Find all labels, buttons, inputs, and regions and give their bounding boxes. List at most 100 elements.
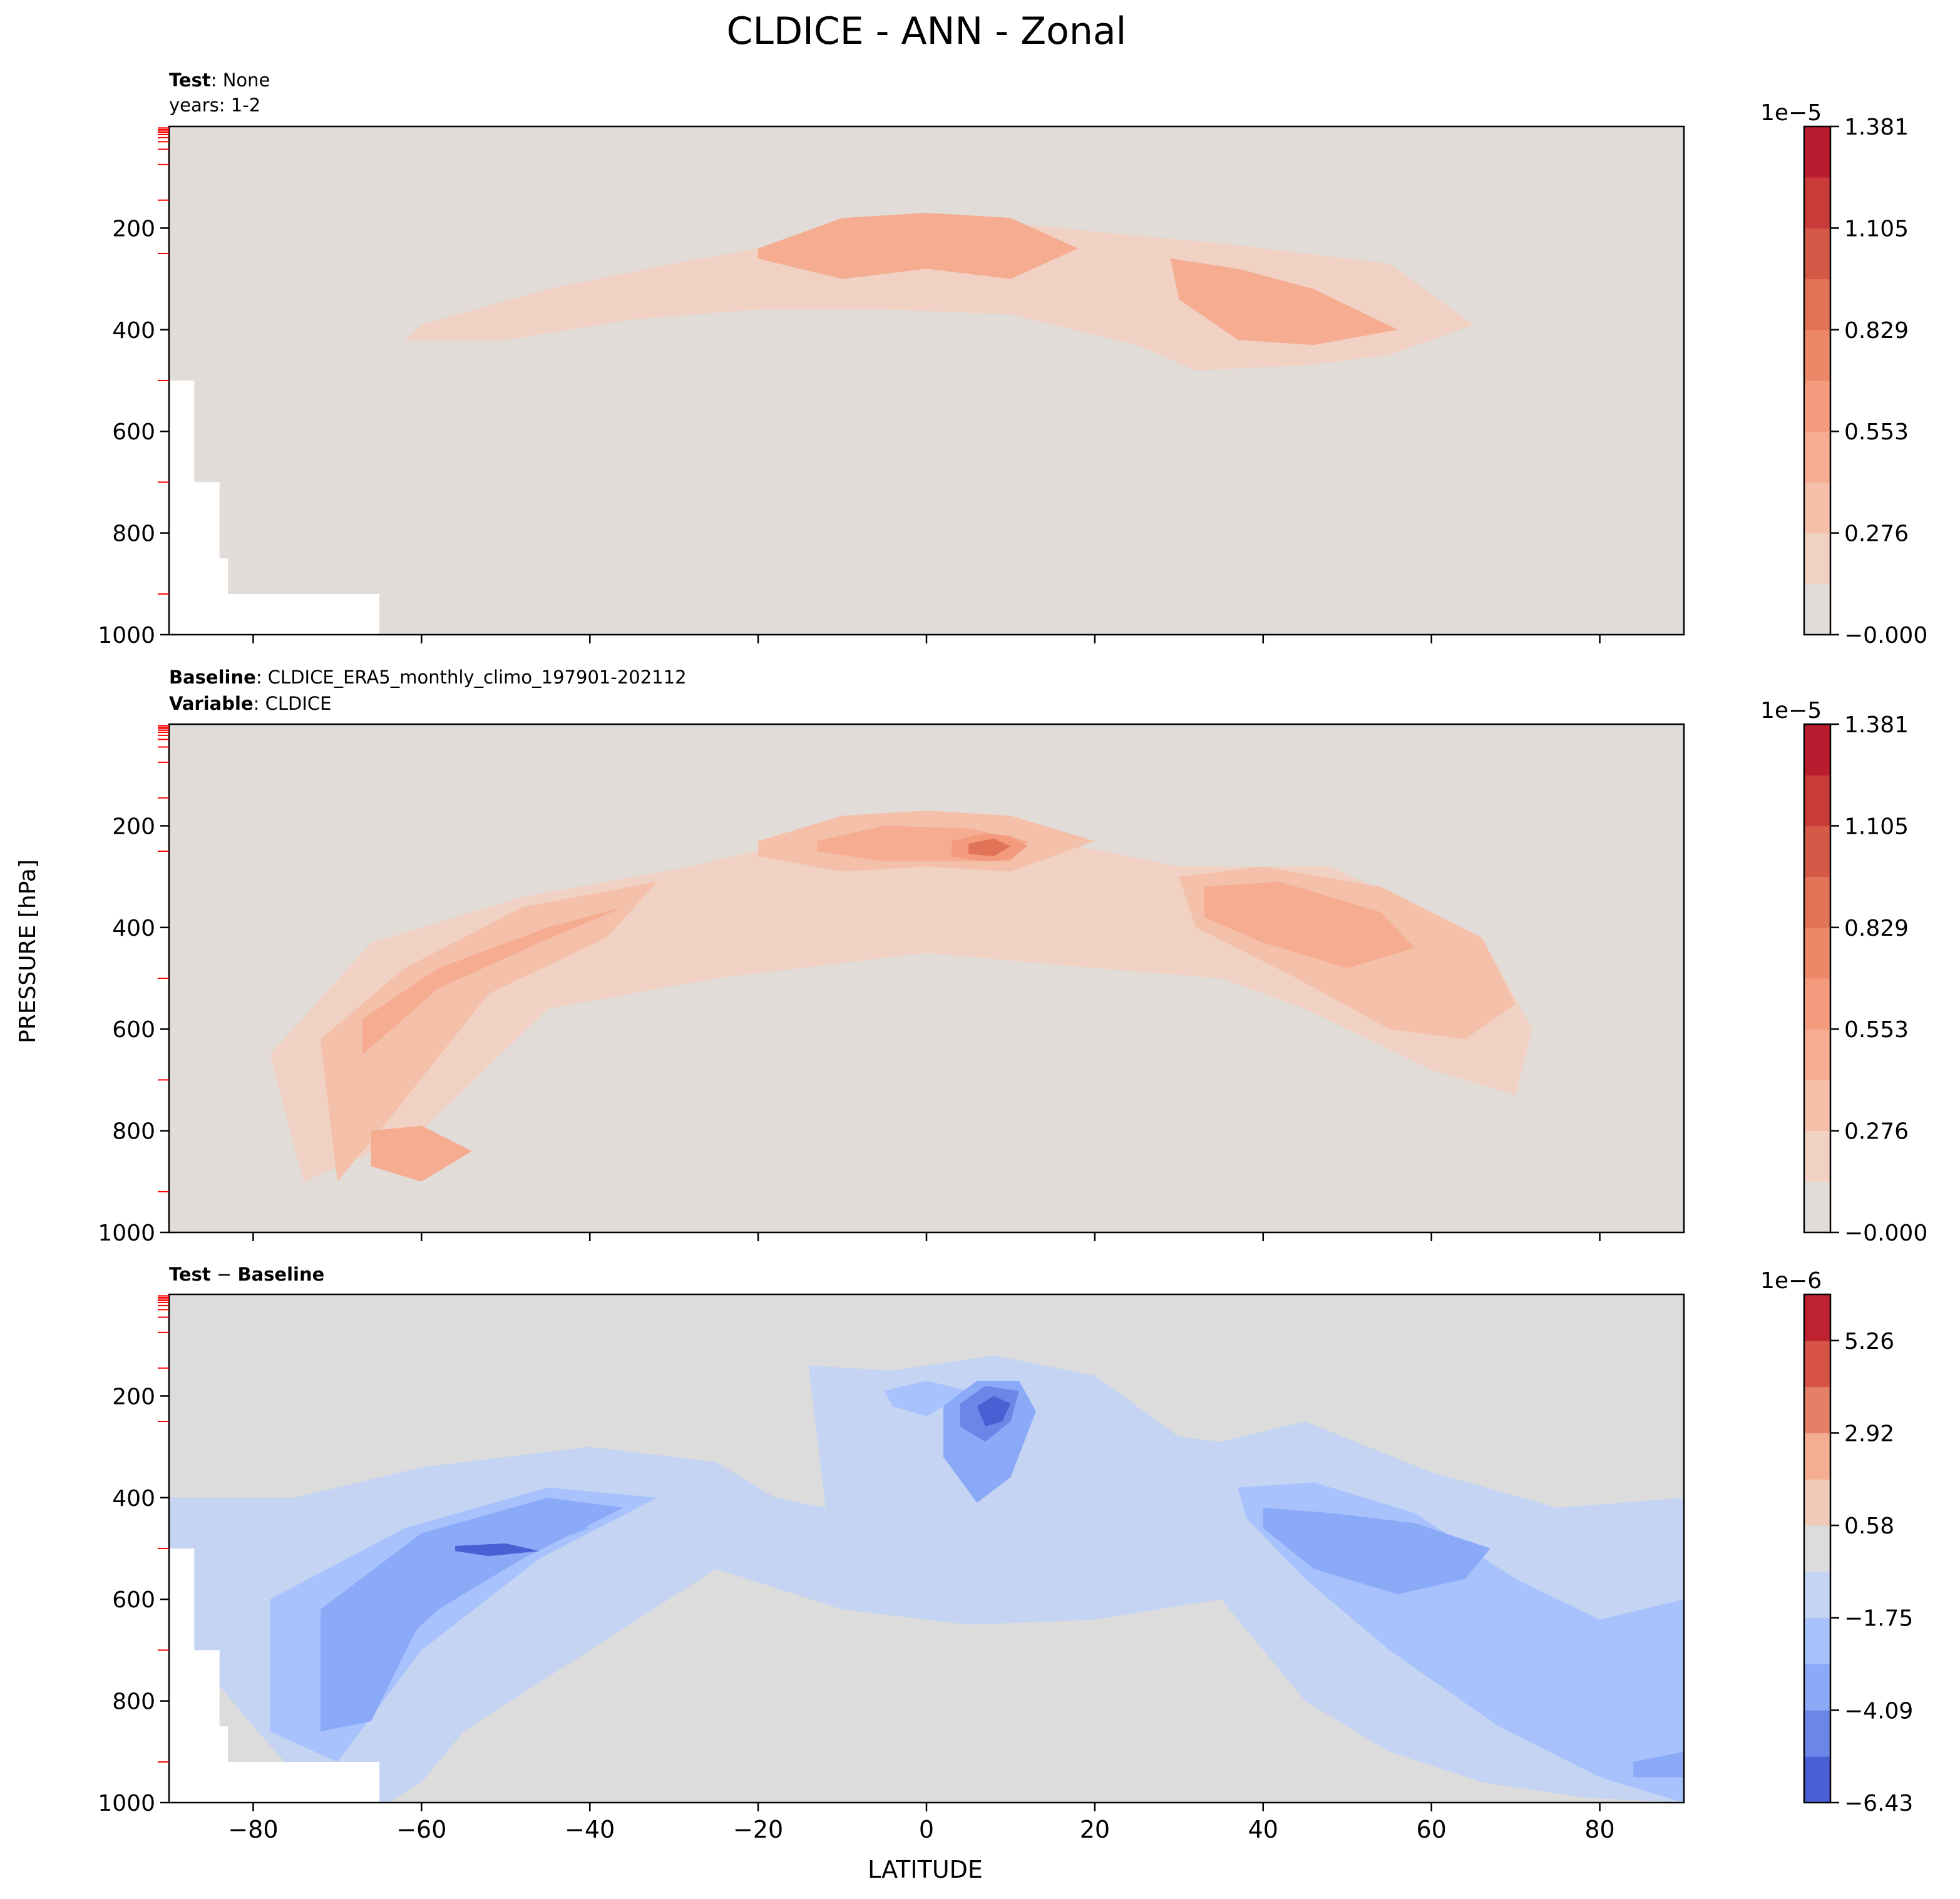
- x-tick-label: 80: [1584, 1816, 1614, 1843]
- y-tick-label: 1000: [98, 1791, 155, 1816]
- colorbar-swatch: [1804, 1756, 1830, 1803]
- colorbar-swatch: [1804, 1617, 1830, 1665]
- colorbar-swatch: [1804, 775, 1830, 826]
- y-axis-label: PRESSURE [hPa]: [15, 859, 41, 1043]
- colorbar-tick-label: 0.276: [1844, 1119, 1909, 1145]
- x-tick-label: −20: [733, 1816, 783, 1843]
- colorbar-swatch: [1804, 1433, 1830, 1480]
- contour-region: [977, 1396, 1011, 1427]
- colorbar-diff: 1e−6 5.26 2.92 0.58 −1.75 −4.09 −6.43: [1760, 1268, 1913, 1816]
- contour-region: [884, 1381, 969, 1416]
- contour-region: [169, 1355, 1684, 1803]
- y-tick-label: 600: [112, 1017, 155, 1043]
- colorbar-swatch: [1804, 329, 1830, 381]
- y-tick-label: 800: [112, 1119, 155, 1145]
- y-tick-label: 1000: [98, 1221, 155, 1246]
- colorbar-frame: [1803, 125, 1832, 636]
- y-tick-label: 200: [112, 814, 155, 839]
- panel-test-label-bold: Test: [169, 69, 211, 91]
- colorbar-tick-label: 1.381: [1844, 115, 1909, 140]
- y-tick-label: 400: [112, 318, 155, 344]
- colorbar-swatch: [1804, 1181, 1830, 1233]
- contour-region: [404, 223, 1474, 371]
- x-tick-label: 60: [1416, 1816, 1446, 1843]
- contour-region: [362, 1518, 590, 1691]
- colorbar-swatch: [1804, 876, 1830, 928]
- x-axis-label: LATITUDE: [868, 1856, 983, 1883]
- colorbar-swatch: [1804, 533, 1830, 585]
- colorbar-tick-label: 0.829: [1844, 318, 1909, 344]
- colorbar-swatch: [1804, 177, 1830, 228]
- x-tick-label: 40: [1248, 1816, 1278, 1843]
- colorbar-frame: [1803, 723, 1832, 1234]
- colorbar-swatch: [1804, 1710, 1830, 1757]
- colorbar-swatch: [1804, 1294, 1830, 1341]
- contour-region: [1204, 881, 1415, 968]
- colorbar-swatch: [1804, 1029, 1830, 1080]
- contour-region: [1263, 1508, 1491, 1595]
- colorbar-tick-label: 0.553: [1844, 1017, 1909, 1043]
- y-tick-label: 200: [112, 216, 155, 242]
- y-tick-label: 200: [112, 1384, 155, 1410]
- y-tick-label: 600: [112, 1587, 155, 1613]
- colorbar-tick-label: 0.276: [1844, 521, 1909, 547]
- colorbar-swatch: [1804, 126, 1830, 178]
- colorbar-swatch: [1804, 1479, 1830, 1526]
- y-tick-label: 400: [112, 916, 155, 941]
- plot-baseline: 200 400 600 800 1000: [98, 723, 1685, 1246]
- colorbar-baseline: 1e−5 1.381 1.105 0.829 0.553 0.276 −0.000: [1760, 698, 1927, 1246]
- colorbar-exponent: 1e−5: [1760, 100, 1822, 126]
- panel-baseline-line2-rest: : CLDICE: [254, 693, 332, 714]
- x-tick-label: 20: [1080, 1816, 1110, 1843]
- contour-region: [968, 838, 1011, 857]
- colorbar-tick-label: 0.58: [1844, 1513, 1894, 1539]
- y-tick-label: 800: [112, 1689, 155, 1715]
- y-tick-label: 600: [112, 419, 155, 445]
- masked-region: [169, 381, 380, 635]
- colorbar-swatch: [1804, 978, 1830, 1030]
- colorbar-swatch: [1804, 583, 1830, 635]
- colorbar-frame: [1803, 1293, 1832, 1804]
- colorbar-swatch: [1804, 1080, 1830, 1132]
- colorbar-swatch: [1804, 431, 1830, 483]
- contour-region: [455, 1543, 540, 1557]
- colorbar-swatch: [1804, 724, 1830, 775]
- panel-baseline-line2: Variable: CLDICE: [169, 693, 331, 714]
- colorbar-swatch: [1804, 381, 1830, 432]
- figure-title: CLDICE - ANN - Zonal: [727, 9, 1127, 53]
- colorbar-exponent: 1e−5: [1760, 698, 1822, 724]
- panel-baseline-line1: Baseline: CLDICE_ERA5_monthly_climo_1979…: [169, 667, 687, 688]
- masked-region: [169, 1548, 380, 1803]
- colorbar-exponent: 1e−6: [1760, 1268, 1822, 1294]
- x-tick-label: −80: [228, 1816, 278, 1843]
- x-tick-label: 0: [919, 1816, 934, 1843]
- colorbar-tick-label: −0.000: [1844, 1221, 1927, 1246]
- colorbar-swatch: [1804, 279, 1830, 330]
- colorbar-swatch: [1804, 1525, 1830, 1572]
- panel-test-label: Test: None: [169, 69, 270, 91]
- y-tick-label: 800: [112, 521, 155, 547]
- plot-test: 200 400 600 800 1000: [98, 125, 1685, 648]
- colorbar-swatch: [1804, 1664, 1830, 1711]
- colorbar-swatch: [1804, 1340, 1830, 1388]
- contour-region: [321, 1497, 623, 1732]
- colorbar-swatch: [1804, 1386, 1830, 1433]
- colorbar-tick-label: 0.553: [1844, 419, 1909, 445]
- colorbar-test: 1e−5 1.381 1.105 0.829 0.553 0.276 −0.000: [1760, 100, 1927, 648]
- x-tick-label: −40: [565, 1816, 615, 1843]
- panel-baseline-line2-bold: Variable: [169, 693, 254, 714]
- colorbar-tick-label: 1.105: [1844, 814, 1909, 839]
- panel-test-label-rest: : None: [211, 69, 270, 91]
- plot-background: [169, 126, 1684, 635]
- colorbar-tick-label: −4.09: [1844, 1698, 1913, 1724]
- contour-region: [371, 1125, 472, 1182]
- colorbar-swatch: [1804, 1130, 1830, 1182]
- colorbar-tick-label: 0.829: [1844, 916, 1909, 941]
- plot-diff: 200 400 600 800 1000 −80 −60 −40 −20 0 20 40 60 80: [98, 1293, 1685, 1843]
- contour-region: [808, 233, 1062, 274]
- panel-test: Test: None years: 1-2 200 400 600 800 1000: [98, 69, 1685, 648]
- contour-region: [1633, 1751, 1684, 1778]
- panel-test-years: years: 1-2: [169, 95, 260, 116]
